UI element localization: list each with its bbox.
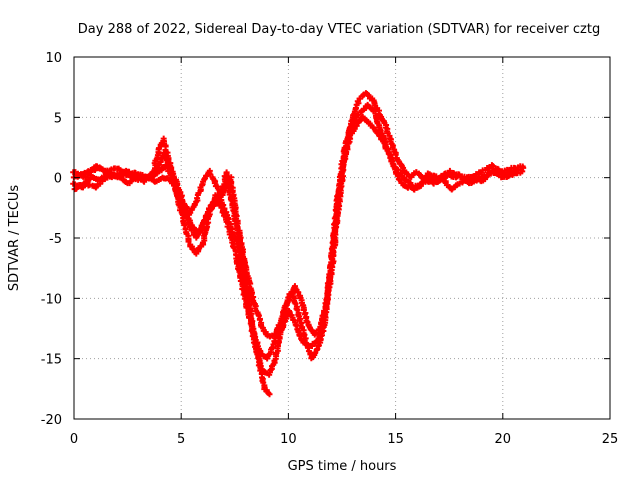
grid: [74, 57, 610, 419]
series-track-1: [70, 101, 526, 378]
data-point: [185, 238, 192, 245]
x-tick-labels: 0 5 10 15 20 25: [70, 432, 618, 447]
y-tick-label: 5: [54, 111, 62, 126]
data-point: [392, 151, 399, 158]
data-point: [295, 289, 302, 296]
y-tick-label: -10: [41, 292, 62, 307]
x-axis-label: GPS time / hours: [288, 459, 397, 474]
x-tick-label: 15: [387, 432, 404, 447]
x-tick-label: 10: [280, 432, 297, 447]
data-point: [389, 158, 396, 165]
x-tick-label: 25: [602, 432, 619, 447]
y-tick-labels: 10 5 0 -5 -10 -15 -20: [41, 51, 62, 428]
data-point: [256, 316, 263, 323]
x-tick-label: 20: [495, 432, 512, 447]
series-track-4: [70, 149, 273, 398]
series-track-3: [71, 90, 526, 340]
y-tick-label: -15: [41, 353, 62, 368]
data-point: [292, 300, 299, 307]
data-point: [519, 168, 526, 175]
y-tick-label: -20: [41, 413, 62, 428]
y-tick-label: 10: [45, 51, 62, 66]
x-tick-label: 0: [70, 432, 78, 447]
axis-ticks: [73, 56, 611, 420]
data-point: [266, 391, 273, 398]
data-point: [126, 168, 133, 175]
y-tick-label: 0: [54, 172, 62, 187]
y-tick-label: -5: [49, 232, 62, 247]
chart-title: Day 288 of 2022, Sidereal Day-to-day VTE…: [78, 22, 600, 37]
data-series: [70, 90, 527, 398]
y-axis-label: SDTVAR / TECUs: [7, 185, 22, 292]
x-tick-label: 5: [177, 432, 185, 447]
